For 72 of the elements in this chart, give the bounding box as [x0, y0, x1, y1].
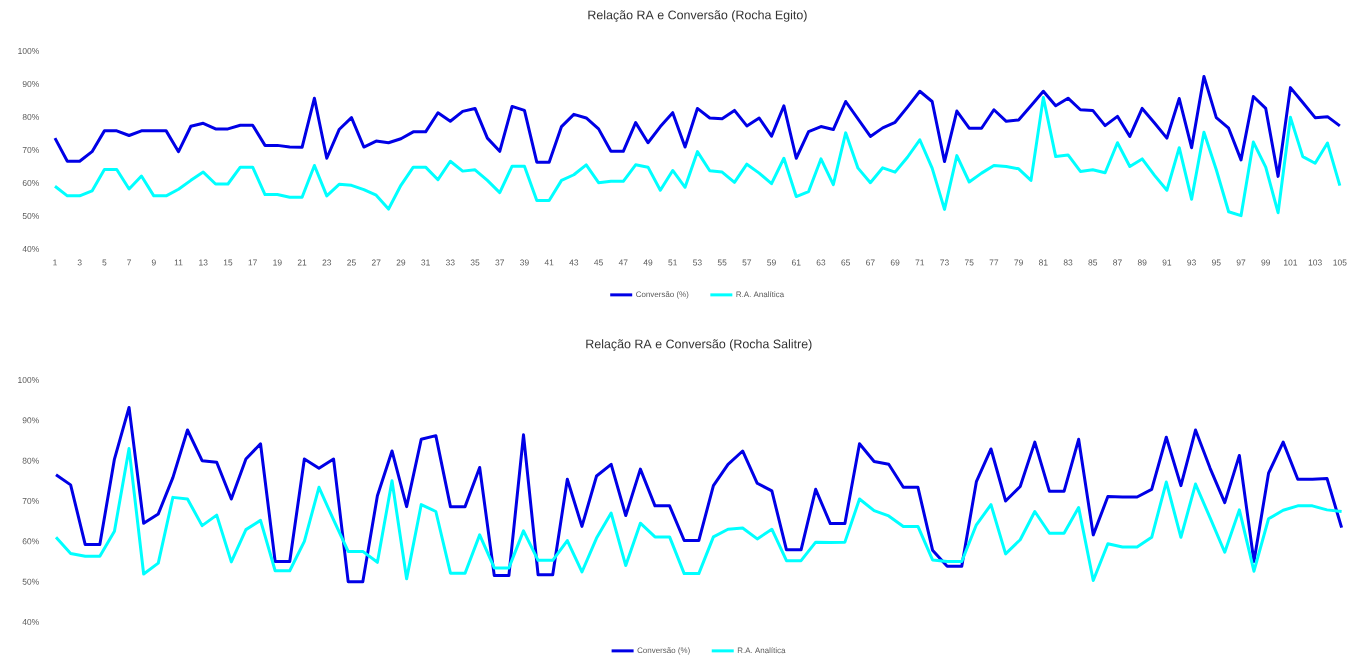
x-tick-label: 85 — [1088, 259, 1098, 266]
x-tick-label: 73 — [940, 259, 949, 266]
x-tick-label: 51 — [668, 259, 677, 266]
x-tick-label: 79 — [1014, 259, 1023, 266]
x-tick-label: 67 — [866, 259, 875, 266]
x-tick-label: 63 — [816, 259, 826, 266]
x-tick-label: 33 — [445, 259, 455, 266]
x-tick-label: 55 — [717, 259, 727, 266]
y-tick-label: 100% — [18, 377, 39, 383]
x-tick-label: 49 — [643, 259, 653, 266]
x-tick-label: 25 — [347, 259, 356, 266]
y-tick-label: 50% — [22, 578, 39, 585]
y-tick-label: 70% — [22, 498, 39, 504]
x-tick-label: 3 — [77, 259, 82, 266]
x-tick-label: 87 — [1113, 259, 1122, 266]
line-series — [53, 96, 1342, 218]
x-tick-label: 69 — [890, 259, 900, 266]
line-series — [54, 405, 1344, 584]
x-tick-label: 65 — [841, 259, 851, 266]
x-tick-label: 9 — [151, 259, 156, 266]
y-tick-label: 40% — [22, 619, 39, 625]
y-tick-label: 90% — [22, 417, 39, 424]
x-tick-label: 17 — [248, 259, 257, 266]
x-tick-label: 19 — [273, 259, 282, 266]
x-tick-label: 93 — [1187, 259, 1196, 266]
x-tick-label: 99 — [1261, 259, 1271, 266]
x-tick-label: 11 — [174, 259, 183, 266]
y-tick-label: 40% — [22, 246, 39, 252]
x-tick-label: 59 — [767, 259, 776, 266]
x-tick-label: 47 — [618, 259, 628, 266]
y-tick-label: 90% — [22, 81, 39, 87]
x-tick-label: 103 — [1308, 259, 1322, 266]
x-tick-label: 5 — [102, 259, 107, 266]
x-tick-label: 1 — [53, 259, 57, 266]
x-tick-label: 97 — [1236, 259, 1246, 266]
x-tick-label: 41 — [544, 259, 554, 266]
x-tick-label: 39 — [520, 259, 529, 266]
x-tick-label: 37 — [495, 259, 505, 266]
x-tick-label: 13 — [199, 259, 208, 266]
x-tick-label: 91 — [1162, 259, 1172, 266]
x-tick-label: 57 — [742, 259, 752, 266]
y-tick-label: 50% — [22, 213, 39, 219]
x-tick-label: 83 — [1063, 259, 1073, 266]
x-tick-label: 53 — [693, 259, 702, 266]
x-tick-label: 71 — [915, 259, 925, 266]
x-tick-label: 77 — [989, 259, 999, 266]
x-tick-label: 45 — [594, 259, 603, 266]
chart-title: Relação RA e Conversão (Rocha Egito) — [588, 10, 807, 22]
x-tick-label: 15 — [223, 259, 233, 266]
y-tick-label: 70% — [22, 147, 39, 153]
x-tick-label: 7 — [127, 259, 132, 266]
x-tick-label: 27 — [371, 259, 381, 266]
x-tick-label: 43 — [569, 259, 579, 266]
y-tick-label: 100% — [18, 48, 39, 54]
x-tick-label: 35 — [470, 259, 480, 266]
y-tick-label: 80% — [22, 457, 39, 464]
y-tick-label: 60% — [22, 538, 39, 545]
x-tick-label: 89 — [1137, 259, 1147, 266]
x-tick-label: 23 — [322, 259, 332, 266]
x-tick-label: 81 — [1039, 259, 1048, 266]
x-tick-label: 29 — [396, 259, 406, 266]
y-tick-label: 80% — [22, 114, 39, 120]
chart-title: Relação RA e Conversão (Rocha Salitre) — [586, 339, 812, 351]
x-tick-label: 31 — [421, 259, 430, 266]
x-tick-label: 75 — [964, 259, 974, 266]
x-tick-label: 21 — [297, 259, 307, 266]
line-series — [54, 447, 1344, 582]
x-tick-label: 95 — [1211, 259, 1221, 266]
x-tick-label: 61 — [791, 259, 801, 266]
x-tick-label: 101 — [1284, 259, 1298, 266]
y-tick-label: 60% — [22, 180, 39, 186]
x-tick-label: 105 — [1333, 259, 1347, 266]
